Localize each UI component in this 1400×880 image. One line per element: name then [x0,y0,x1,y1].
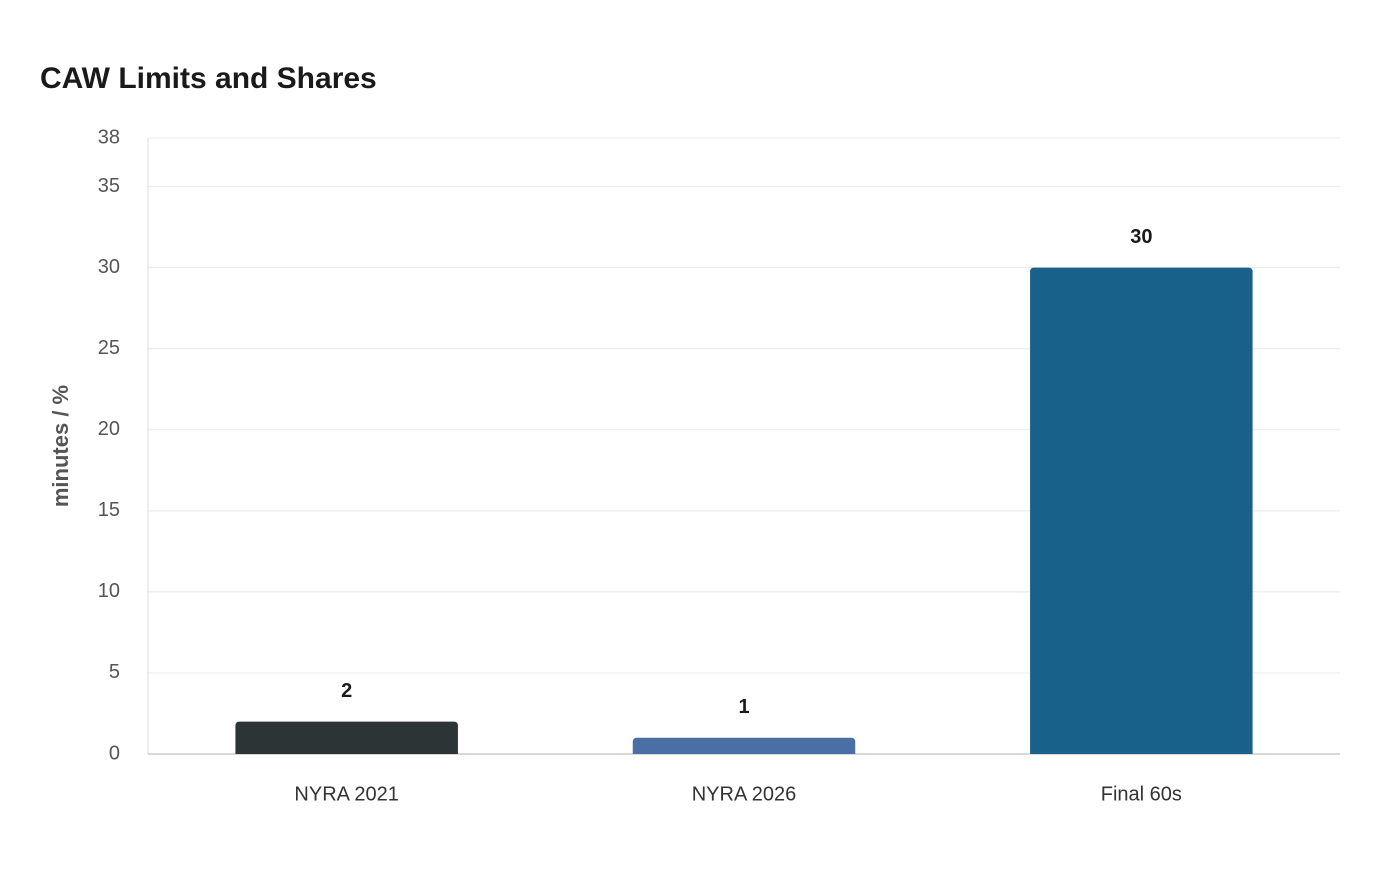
x-tick-label: NYRA 2021 [294,783,399,805]
bar [632,737,856,754]
y-tick-label: 25 [98,337,120,359]
y-tick-label: 0 [109,742,120,764]
value-label: 2 [341,680,352,702]
chart-title: CAW Limits and Shares [40,62,377,95]
value-label: 30 [1130,226,1152,248]
bar [1030,267,1253,754]
y-tick-label: 38 [98,126,120,148]
y-tick-label: 15 [98,499,120,521]
y-tick-label: 30 [98,256,120,278]
y-tick-label: 20 [98,418,120,440]
y-tick-label: 10 [98,580,120,602]
y-tick-label: 5 [109,661,120,683]
x-tick-label: NYRA 2026 [692,783,797,805]
y-axis-label: minutes / % [48,385,73,507]
bar [235,721,458,754]
x-tick-label: Final 60s [1101,783,1182,805]
y-tick-label: 35 [98,175,120,197]
value-label: 1 [738,696,749,718]
